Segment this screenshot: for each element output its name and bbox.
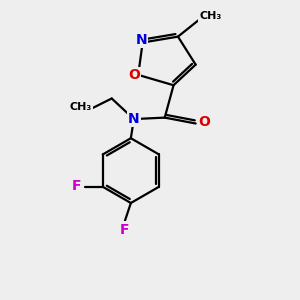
Text: N: N: [135, 33, 147, 47]
Text: F: F: [72, 179, 82, 193]
Text: CH₃: CH₃: [199, 11, 221, 21]
Text: CH₃: CH₃: [70, 102, 92, 112]
Text: O: O: [198, 115, 210, 129]
Text: N: N: [128, 112, 140, 126]
Text: F: F: [120, 223, 130, 236]
Text: O: O: [128, 68, 140, 82]
